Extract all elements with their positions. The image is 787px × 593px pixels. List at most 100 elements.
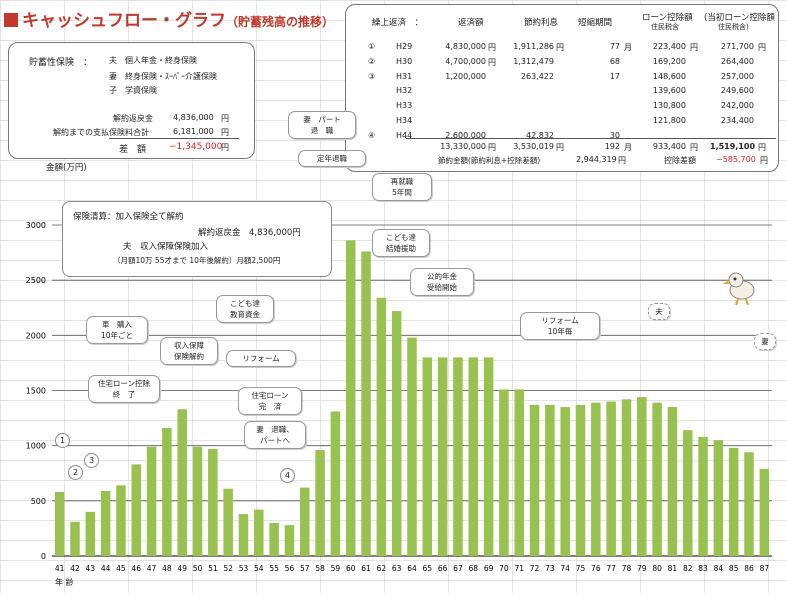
note-line-4: （月額10万 55才まで 10年後解約）月額2,500円 bbox=[113, 256, 281, 265]
x-tick-label: 55 bbox=[269, 564, 279, 573]
y-tick-label: 2000 bbox=[26, 331, 46, 340]
bar-age-56 bbox=[284, 525, 295, 556]
loan-cell-year: H29 bbox=[396, 42, 413, 51]
deduction-diff-unit: 円 bbox=[760, 156, 768, 165]
bar-age-57 bbox=[300, 487, 310, 556]
loan-cell-int: 1,312,479 bbox=[513, 56, 554, 66]
bar-age-63 bbox=[391, 311, 402, 556]
loan-cell-orig: 234,400 bbox=[720, 116, 754, 125]
bar-age-75 bbox=[575, 404, 586, 556]
loan-cell-ded: 139,600 bbox=[652, 86, 686, 96]
bar-age-76 bbox=[591, 402, 601, 556]
loan-cell-peru: 月 bbox=[624, 43, 632, 52]
hdr-deduction: ローン控除額 bbox=[642, 13, 693, 23]
bar-age-81 bbox=[667, 407, 678, 556]
x-tick-label: 49 bbox=[177, 564, 187, 573]
loan-cell-per: 17 bbox=[609, 71, 620, 81]
callout-husband: 夫 bbox=[648, 303, 670, 320]
bar-age-46 bbox=[131, 464, 142, 556]
loan-cell-orig: 257,000 bbox=[720, 71, 754, 81]
x-tick-label: 46 bbox=[131, 564, 141, 573]
callout-reform-2: リフォーム 10年毎 bbox=[520, 312, 600, 340]
bar-age-48 bbox=[162, 428, 172, 556]
callout-retirement: 定年退職 bbox=[298, 150, 366, 167]
savings-label: 節約金額(節約利息+控除差額) bbox=[438, 156, 541, 165]
bar-age-72 bbox=[529, 404, 540, 556]
bar-age-86 bbox=[744, 452, 754, 556]
bar-age-78 bbox=[621, 399, 632, 556]
x-tick-label: 54 bbox=[254, 564, 264, 573]
loan-total-int: 3,530,019 bbox=[513, 142, 554, 151]
x-tick-label: 63 bbox=[392, 564, 402, 573]
x-tick-label: 47 bbox=[147, 564, 157, 573]
diff-unit: 円 bbox=[221, 143, 229, 152]
bar-age-66 bbox=[437, 357, 448, 556]
callout-rehire: 再就職 5年間 bbox=[372, 173, 432, 201]
x-tick-label: 76 bbox=[591, 564, 601, 573]
callout-loan-repaid: 住宅ローン完 済 bbox=[238, 387, 302, 415]
title-main: キャッシュフロー・グラフ bbox=[22, 11, 226, 31]
x-tick-label: 58 bbox=[315, 564, 325, 573]
loan-cell-ded: 223,400 bbox=[652, 42, 686, 51]
bar-age-83 bbox=[698, 436, 708, 556]
loan-cell-ded: 169,200 bbox=[652, 56, 686, 66]
bar-age-55 bbox=[269, 522, 279, 556]
bar-age-60 bbox=[345, 240, 356, 556]
hdr-deduction-note: 住民税含 bbox=[651, 23, 679, 31]
loan-cell-year: H34 bbox=[396, 116, 413, 125]
loan-cell-no: ③ bbox=[368, 71, 376, 81]
loan-cell-year: H33 bbox=[396, 101, 413, 111]
refund-unit: 円 bbox=[221, 114, 229, 123]
x-tick-labels: 41 42 43 44 45 46 47 48 49 50 51 52 53 54 55 56 57 58 59 60… bbox=[55, 564, 769, 573]
bar-age-54 bbox=[254, 509, 264, 556]
callout-wife-part: 妻 パート退 職 bbox=[288, 111, 356, 139]
loan-cell-no: ① bbox=[368, 42, 376, 51]
x-tick-label: 73 bbox=[545, 564, 555, 573]
x-tick-label: 52 bbox=[223, 564, 233, 573]
insurance-label: 貯蓄性保険 ： bbox=[29, 58, 93, 68]
x-tick-label: 53 bbox=[239, 564, 249, 573]
x-tick-label: 77 bbox=[606, 564, 616, 573]
callout-wife-retire: 妻 退職、 パートへ bbox=[244, 421, 306, 449]
x-tick-label: 86 bbox=[744, 564, 754, 573]
x-tick-label: 84 bbox=[714, 564, 724, 573]
y-tick-label: 0 bbox=[41, 552, 46, 561]
x-tick-label: 80 bbox=[652, 564, 662, 573]
x-tick-label: 75 bbox=[576, 564, 586, 573]
x-tick-label: 66 bbox=[438, 564, 448, 573]
bar-age-50 bbox=[192, 446, 203, 556]
page-title: キャッシュフロー・グラフ（貯蓄残高の推移） bbox=[4, 6, 334, 31]
title-square-icon bbox=[4, 13, 18, 27]
loan-cell-year: H44 bbox=[396, 130, 413, 140]
marker-4: 4 bbox=[280, 468, 295, 483]
insurance-summary-box: 貯蓄性保険 ： 夫 個人年金・終身保険 妻 終身保険・ｽｰﾊﾟｰ介護保険 子 学… bbox=[8, 42, 255, 159]
loan-cell-year: H32 bbox=[396, 86, 413, 96]
hdr-period: 短縮期間 bbox=[578, 18, 613, 28]
bar-age-41 bbox=[54, 492, 65, 556]
y-tick-label: 2500 bbox=[26, 276, 46, 285]
loan-cell-intu: 円 bbox=[556, 43, 564, 52]
note-line-1: 保険清算：加入保険全て解約 bbox=[73, 212, 184, 222]
marker-2: 2 bbox=[68, 465, 83, 480]
callout-education: こども達 教育資金 bbox=[216, 295, 274, 323]
bar-age-74 bbox=[560, 407, 570, 556]
bar-age-45 bbox=[116, 485, 126, 556]
loan-cell-orig: 264,400 bbox=[720, 56, 754, 66]
loan-cell-pay: 4,830,000 bbox=[445, 42, 486, 51]
bird-mascot-icon bbox=[722, 272, 755, 306]
y-tick-label: 500 bbox=[31, 497, 46, 506]
loan-cell-pay: 4,700,000 bbox=[445, 56, 486, 66]
x-tick-label: 69 bbox=[484, 564, 494, 573]
insurance-item-2: 妻 終身保険・ｽｰﾊﾟｰ介護保険 bbox=[109, 72, 217, 81]
bar-age-61 bbox=[361, 251, 371, 557]
bar-age-79 bbox=[637, 397, 647, 556]
callout-pension: 公的年金 受給開始 bbox=[410, 268, 474, 296]
x-tick-label: 45 bbox=[116, 564, 126, 573]
x-tick-label: 56 bbox=[285, 564, 295, 573]
loan-cell-year: H31 bbox=[396, 71, 413, 81]
x-tick-label: 85 bbox=[729, 564, 739, 573]
refund-value: 4,836,000 bbox=[173, 113, 214, 122]
x-tick-label: 78 bbox=[622, 564, 632, 573]
loan-total-orig: 1,519,100 bbox=[710, 142, 756, 151]
